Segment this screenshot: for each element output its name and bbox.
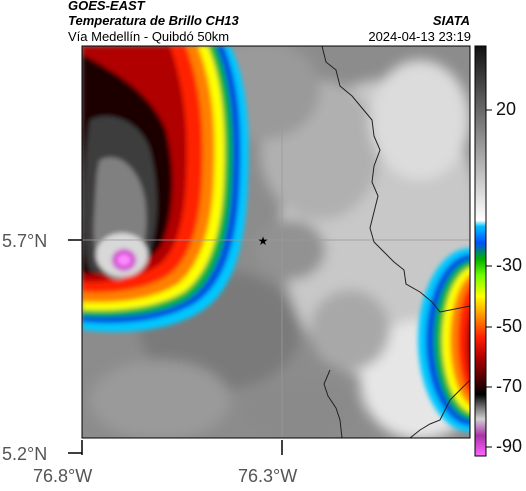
agency-label: SIATA: [432, 13, 470, 28]
lon-label-2: 76.3°W: [238, 466, 298, 486]
lat-label-1: 5.7°N: [2, 231, 48, 251]
product-title: Temperatura de Brillo CH13: [68, 13, 239, 28]
timestamp-label: 2024-04-13 23:19: [368, 29, 471, 44]
satellite-name: GOES-EAST: [68, 0, 145, 13]
colorbar-tick-20: 20: [496, 99, 517, 119]
colorbar-tick-minus30: -30: [496, 255, 523, 275]
brightness-temperature-field: [82, 46, 470, 438]
colorbar-tick-minus70: -70: [496, 376, 523, 396]
colorbar: [474, 45, 492, 457]
lat-label-2: 5.2°N: [2, 444, 48, 464]
colorbar-tick-minus50: -50: [496, 316, 523, 336]
lon-label-1: 76.8°W: [33, 466, 93, 486]
region-subtitle: Vía Medellín - Quibdó 50km: [68, 29, 230, 44]
star-icon: ★: [258, 234, 269, 248]
department-border: [321, 46, 470, 438]
map-frame: [81, 45, 471, 439]
colorbar-tick-minus90: -90: [496, 436, 523, 456]
